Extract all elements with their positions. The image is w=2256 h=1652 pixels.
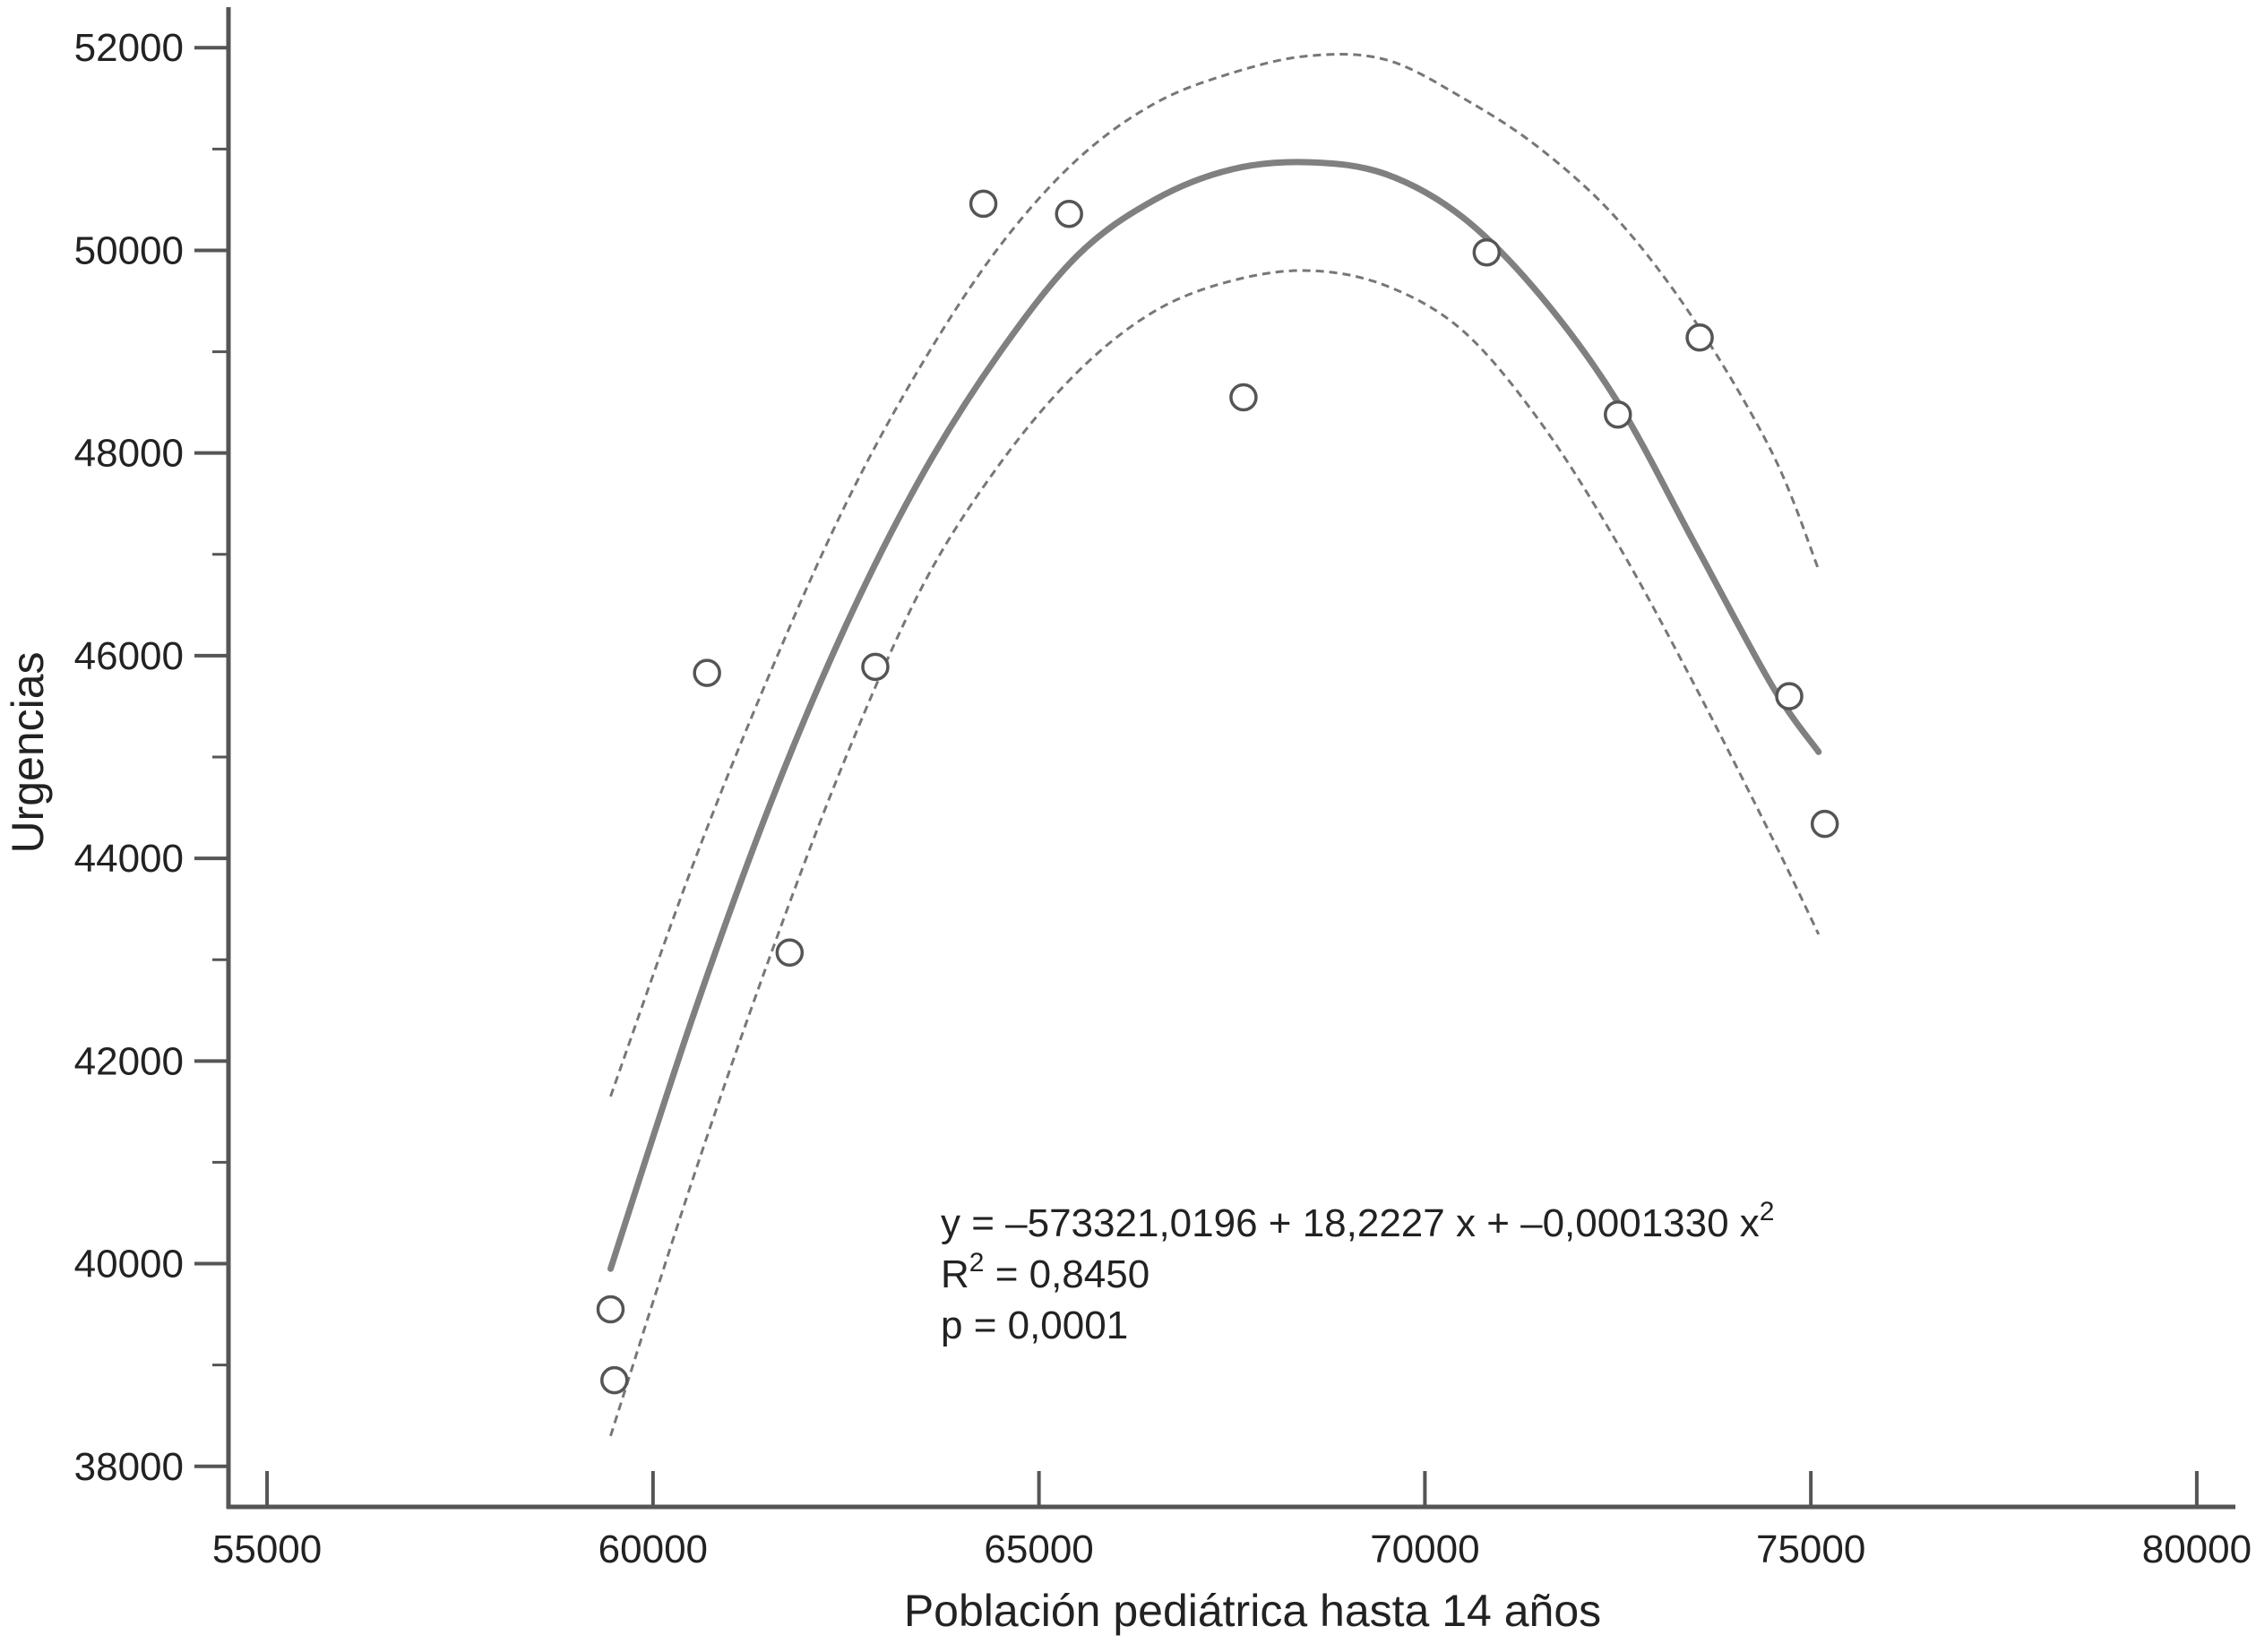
r-squared-text: R2 = 0,8450 bbox=[941, 1248, 1150, 1296]
y-tick-label: 46000 bbox=[74, 634, 184, 678]
data-point bbox=[1810, 809, 1839, 839]
equation-text: y = –573321,0196 + 18,2227 x + –0,000133… bbox=[941, 1197, 1774, 1245]
fit-curves bbox=[607, 53, 1822, 1437]
data-point bbox=[1604, 400, 1632, 429]
data-point bbox=[1775, 682, 1804, 710]
x-tick-label: 80000 bbox=[2142, 1527, 2252, 1571]
x-tick-label: 55000 bbox=[212, 1527, 322, 1571]
r-squared-prefix: R bbox=[941, 1252, 969, 1296]
data-point bbox=[596, 1295, 625, 1324]
data-point bbox=[1472, 237, 1502, 267]
r-squared-value: = 0,8450 bbox=[984, 1252, 1150, 1296]
equation-superscript: 2 bbox=[1760, 1197, 1775, 1226]
y-tick-label: 42000 bbox=[74, 1039, 184, 1083]
y-axis-ticks: 38000 40000 42000 44000 46000 48000 50000 52000 bbox=[74, 26, 228, 1489]
x-tick-label: 75000 bbox=[1756, 1527, 1865, 1571]
y-tick-label: 40000 bbox=[74, 1243, 184, 1286]
y-tick-label: 52000 bbox=[74, 26, 184, 70]
data-point bbox=[861, 652, 890, 682]
x-axis-title: Población pediátrica hasta 14 años bbox=[904, 1586, 1601, 1636]
axes bbox=[226, 7, 2235, 1510]
data-point bbox=[969, 189, 998, 219]
x-tick-label: 70000 bbox=[1370, 1527, 1479, 1571]
r-squared-superscript: 2 bbox=[969, 1248, 985, 1278]
y-tick-label: 48000 bbox=[74, 432, 184, 476]
regression-annotation: y = –573321,0196 + 18,2227 x + –0,000133… bbox=[941, 1197, 1774, 1347]
data-point bbox=[1055, 199, 1083, 228]
data-points bbox=[596, 189, 1839, 1395]
y-tick-label: 38000 bbox=[74, 1445, 184, 1489]
p-value-text: p = 0,0001 bbox=[941, 1304, 1128, 1347]
data-point bbox=[600, 1365, 629, 1395]
x-axis-ticks: 55000 60000 65000 70000 75000 80000 bbox=[212, 1471, 2252, 1571]
fit-line bbox=[607, 159, 1822, 1272]
y-axis-title: Urgencias bbox=[3, 651, 53, 853]
x-tick-label: 60000 bbox=[598, 1527, 708, 1571]
y-tick-label: 44000 bbox=[74, 837, 184, 881]
data-point bbox=[775, 938, 805, 968]
x-tick-label: 65000 bbox=[984, 1527, 1093, 1571]
data-point bbox=[1685, 323, 1714, 352]
y-tick-label: 50000 bbox=[74, 228, 184, 272]
data-point bbox=[693, 658, 721, 687]
lower-confidence-band bbox=[609, 269, 1821, 1437]
data-point bbox=[1229, 383, 1258, 412]
equation-main: y = –573321,0196 + 18,2227 x + –0,000133… bbox=[941, 1201, 1760, 1245]
upper-confidence-band bbox=[609, 53, 1821, 1097]
